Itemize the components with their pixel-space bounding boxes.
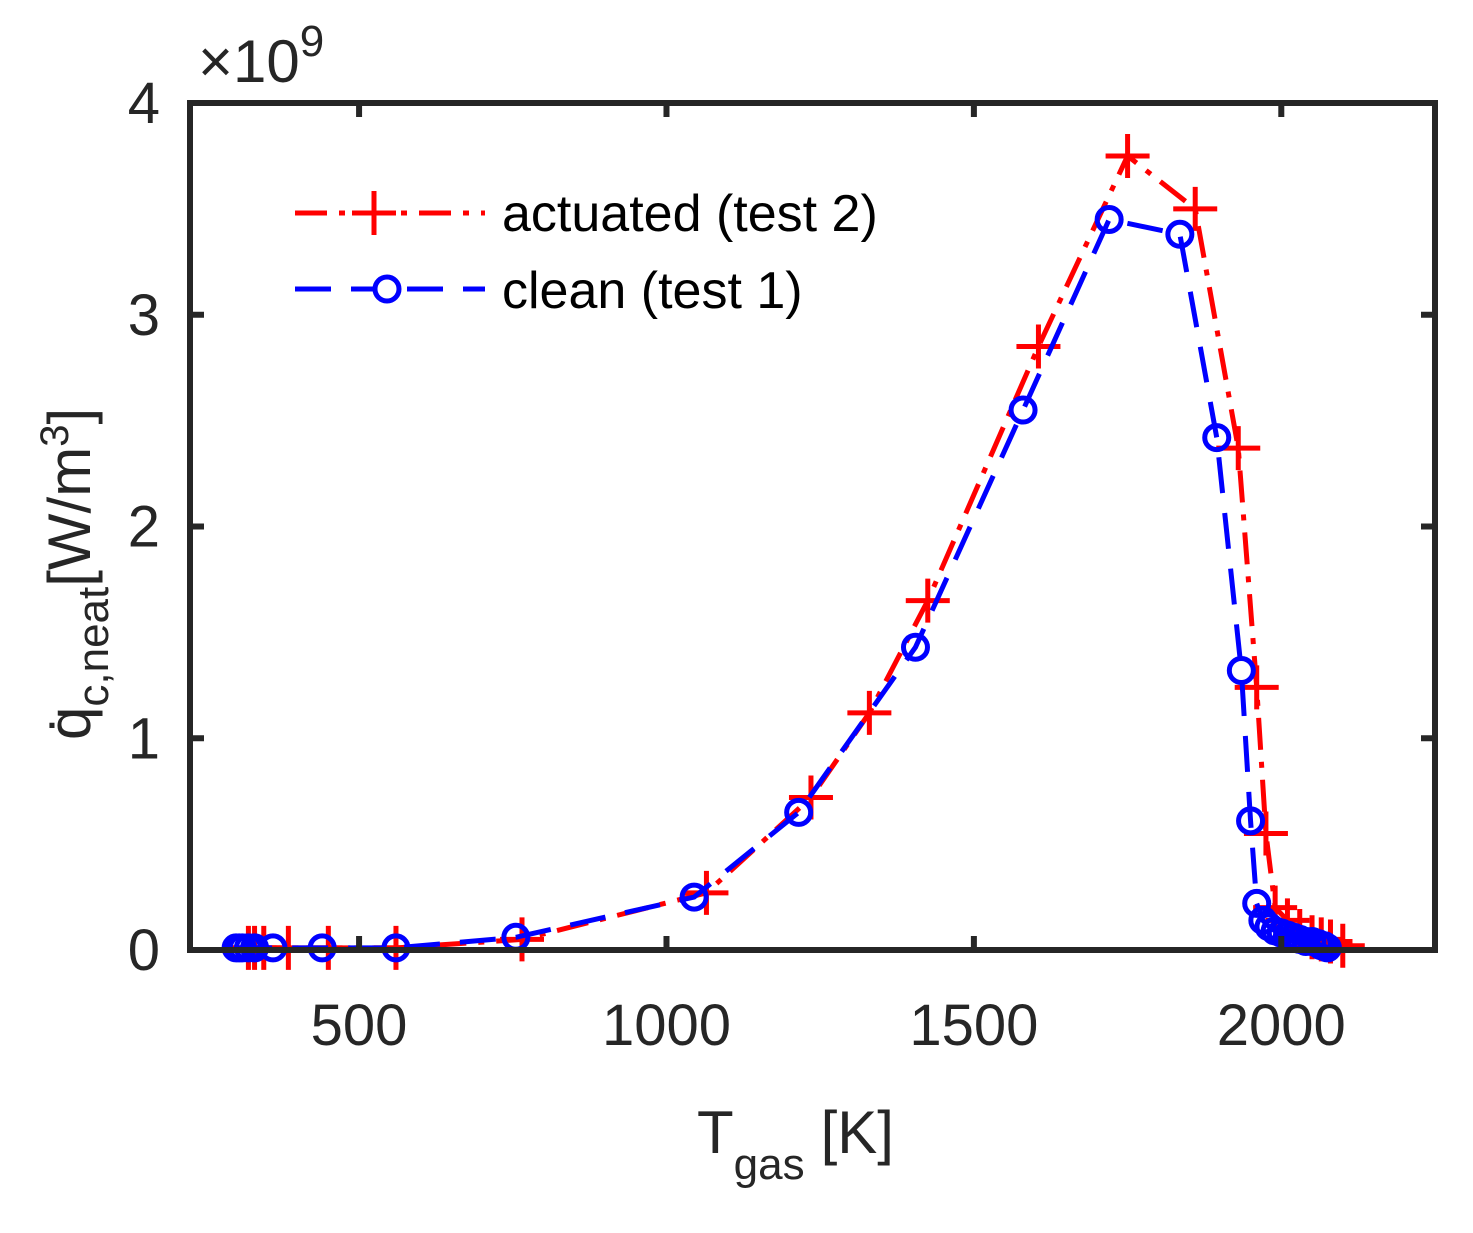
tick-layer: 500 1000 1500 2000 0 1 2 3 4 xyxy=(128,71,1435,1058)
legend-label-clean: clean (test 1) xyxy=(502,262,803,320)
series-clean xyxy=(221,204,1342,963)
y-tick-label: 2 xyxy=(128,495,160,560)
data-point xyxy=(905,578,950,623)
legend-label-actuated: actuated (test 2) xyxy=(502,185,878,243)
data-point xyxy=(847,690,892,735)
x-tick-label: 500 xyxy=(311,993,408,1058)
y-tick-label: 0 xyxy=(128,918,160,983)
data-point xyxy=(1226,655,1256,685)
data-point xyxy=(1173,186,1218,231)
series-actuated xyxy=(226,133,1365,970)
legend-entry-clean: clean (test 1) xyxy=(295,262,803,320)
x-axis-title: Tgas [K] xyxy=(697,1099,894,1189)
y-tick-label: 3 xyxy=(128,283,160,348)
data-point xyxy=(679,882,709,912)
x-tick-label: 2000 xyxy=(1217,993,1346,1058)
y-tick-label: 4 xyxy=(128,71,160,136)
data-point xyxy=(1008,395,1038,425)
series-layer xyxy=(221,133,1365,970)
y-exponent: ×109 xyxy=(198,17,324,95)
data-point xyxy=(784,797,814,827)
data-point xyxy=(500,917,544,962)
series-line xyxy=(236,216,1329,951)
data-point xyxy=(1202,423,1232,453)
data-point xyxy=(1105,133,1150,178)
y-tick-label: 1 xyxy=(128,706,160,771)
data-point xyxy=(900,632,930,662)
legend-entry-actuated: actuated (test 2) xyxy=(295,185,878,243)
data-point xyxy=(1094,204,1124,234)
y-axis-title: q̇c,neat[W/m3] xyxy=(33,408,118,740)
x-tick-label: 1000 xyxy=(602,993,731,1058)
legend: actuated (test 2) clean (test 1) xyxy=(295,185,878,320)
x-tick-label: 1500 xyxy=(909,993,1038,1058)
data-point xyxy=(1236,806,1266,836)
data-point xyxy=(1242,888,1272,918)
data-point xyxy=(1165,219,1195,249)
